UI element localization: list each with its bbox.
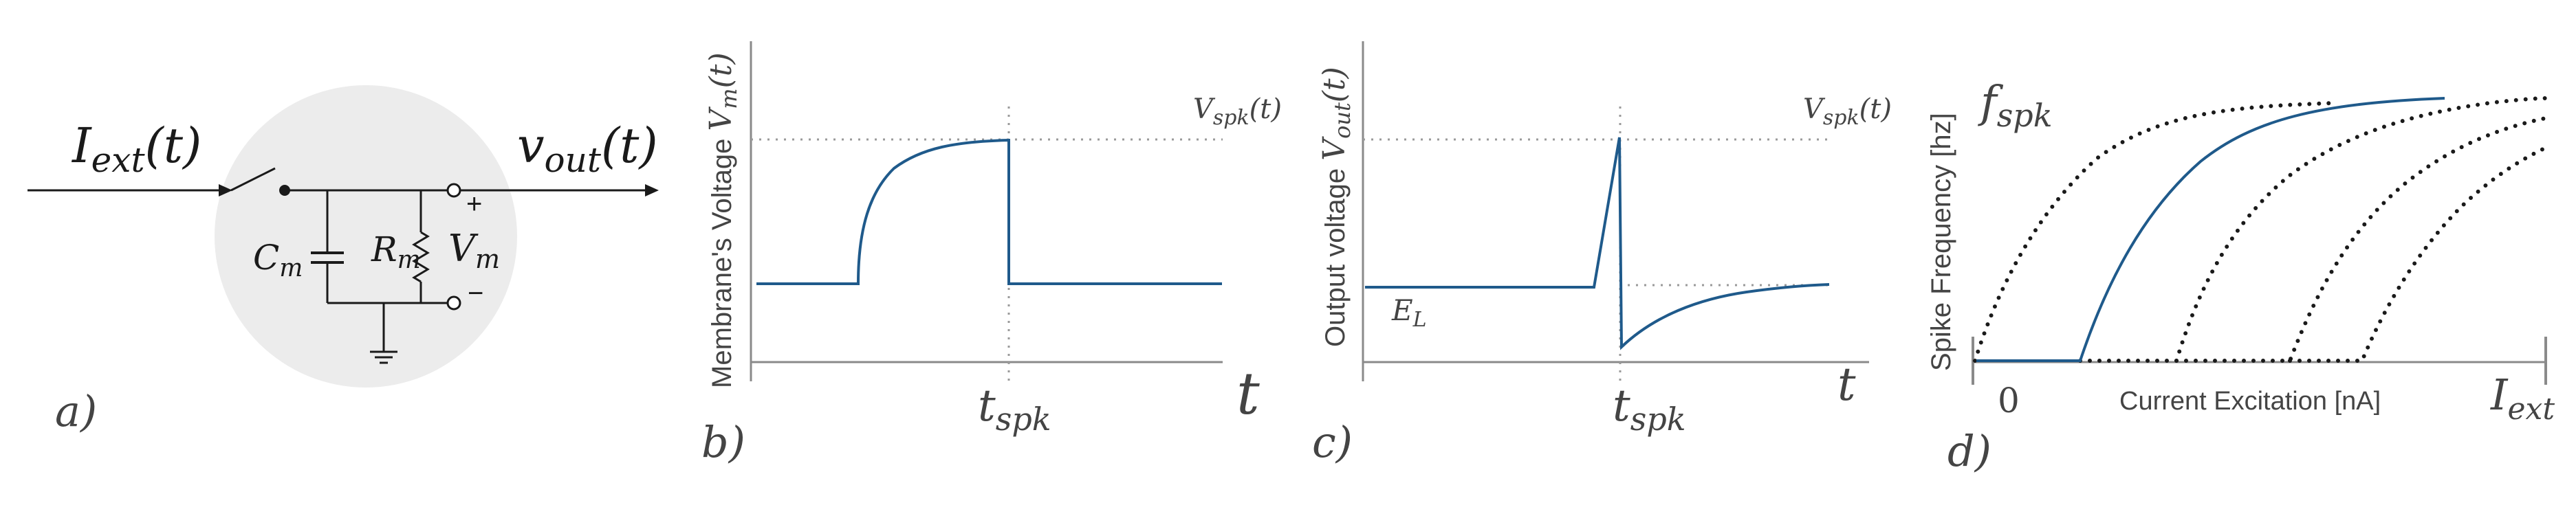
output-arrow <box>645 184 659 197</box>
panel-c-voltage-trace <box>1365 137 1830 350</box>
panel-d-x-symbol: Iext <box>2490 370 2555 427</box>
switch-blade <box>230 167 276 192</box>
panel-d-plot: Spike Frequency [hz] fspk 0 Current Exci… <box>1926 77 2555 476</box>
panel-b-threshold-label: Vspk(t) <box>1193 93 1282 130</box>
membrane-voltage-label: Vm <box>448 227 500 274</box>
panel-b-voltage-trace <box>756 138 1222 285</box>
panel-c-threshold-label: Vspk(t) <box>1803 93 1892 130</box>
panel-c-x-label: t <box>1837 358 1856 411</box>
panel-d-dotted-curve-1 <box>1973 101 2337 363</box>
panel-d-x-label: Current Excitation [nA] <box>2119 387 2381 416</box>
panel-d-x-origin: 0 <box>1998 381 2020 420</box>
output-voltage-label: vout(t) <box>517 117 658 180</box>
capacitor-label: Cm <box>253 238 303 282</box>
input-arrow <box>219 184 232 197</box>
input-current-label: Iext(t) <box>71 117 201 180</box>
panel-d-dotted-curve-4 <box>2288 146 2548 363</box>
resistor-zigzag <box>412 231 430 283</box>
panel-d-label: d) <box>1947 426 1991 476</box>
panel-c-tick-label: tspk <box>1613 381 1686 438</box>
panel-b-label: b) <box>701 417 745 467</box>
panel-d-solid-curve <box>1976 97 2445 362</box>
minus-sign: − <box>468 278 483 308</box>
plus-sign: + <box>466 189 482 219</box>
panel-c-y-label: Output voltage Vout(t) <box>1317 67 1355 347</box>
panel-a-circuit: Iext(t) vout(t) Cm Rm Vm + − a) <box>28 85 659 436</box>
resistor-label: Rm <box>371 229 421 274</box>
panel-b-y-label: Membrane's Voltage Vm(t) <box>703 52 742 388</box>
circuit-background-circle <box>215 85 517 388</box>
panel-c-plot: Output voltage Vout(t) Vspk(t) EL tspk t… <box>1312 41 1892 467</box>
panel-d-dotted-curve-2 <box>2078 96 2548 363</box>
panel-c-rest-label: EL <box>1391 293 1427 332</box>
minus-terminal <box>446 295 461 311</box>
panel-a-label: a) <box>55 386 97 436</box>
panel-d-y-label: Spike Frequency [hz] <box>1926 113 1956 371</box>
plus-terminal <box>446 183 461 198</box>
panel-b-x-label: t <box>1236 360 1260 427</box>
panel-b-plot: Membrane's Voltage Vm(t) Vspk(t) tspk t … <box>701 41 1282 467</box>
panel-d-y-symbol: fspk <box>1978 77 2053 134</box>
panel-c-label: c) <box>1312 417 1353 467</box>
panel-b-tick-label: tspk <box>978 381 1051 438</box>
